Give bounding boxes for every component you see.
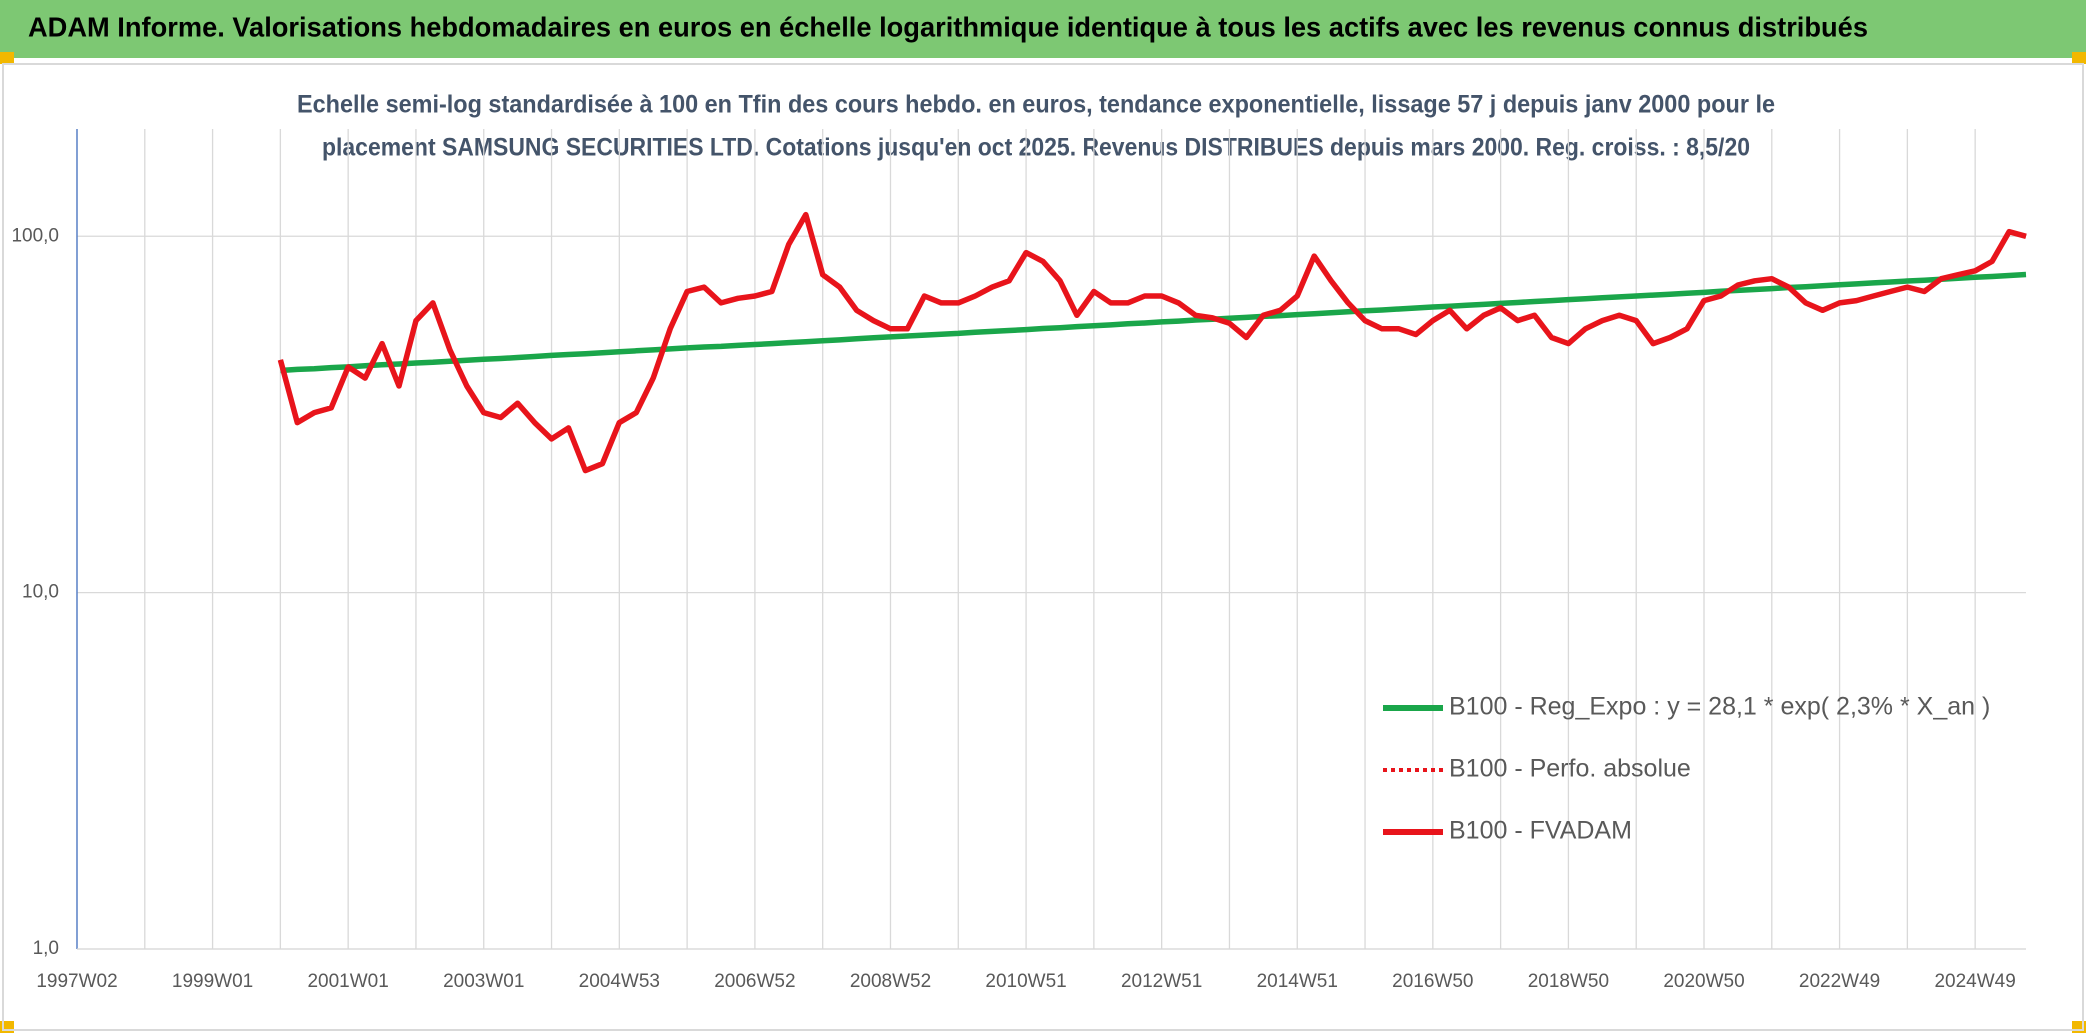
x-tick-label: 2006W52	[714, 971, 795, 992]
x-tick-label: 2016W50	[1392, 971, 1473, 992]
y-tick-label: 1,0	[33, 938, 59, 959]
series-line	[277, 211, 2027, 474]
series-line	[280, 271, 2027, 374]
x-tick-label: 2018W50	[1528, 971, 1609, 992]
x-tick-label: 2024W49	[1934, 971, 2015, 992]
x-tick-label: 2004W53	[579, 971, 660, 992]
x-tick-label: 2008W52	[850, 971, 931, 992]
legend: B100 - Reg_Expo : y = 28,1 * exp( 2,3% *…	[1383, 693, 1990, 845]
y-tick-label: 100,0	[11, 225, 59, 246]
x-tick-label: 2020W50	[1663, 971, 1744, 992]
x-tick-label: 2014W51	[1257, 971, 1338, 992]
x-tick-label: 2022W49	[1799, 971, 1880, 992]
chart-title: Echelle semi-log standardisée à 100 en T…	[297, 91, 1775, 119]
legend-label: B100 - Perfo. absolue	[1449, 755, 1691, 783]
x-tick-label: 1999W01	[172, 971, 253, 992]
x-tick-label: 2010W51	[985, 971, 1066, 992]
y-tick-label: 10,0	[22, 582, 59, 603]
x-tick-label: 2012W51	[1121, 971, 1202, 992]
x-tick-label: 2001W01	[307, 971, 388, 992]
header-band	[0, 0, 2086, 58]
grid: 1,0 10,0 100,0 1997W02 1999W01 2001W01 2003W01…	[11, 129, 2026, 992]
chart-title: placement SAMSUNG SECURITIES LTD. Cotati…	[322, 134, 1750, 162]
plot	[277, 211, 2027, 474]
legend-label: B100 - Reg_Expo : y = 28,1 * exp( 2,3% *…	[1449, 693, 1990, 721]
x-tick-label: 1997W02	[36, 971, 117, 992]
corner-mark	[2072, 52, 2086, 64]
x-tick-label: 2003W01	[443, 971, 524, 992]
header-title: ADAM Informe. Valorisations hebdomadaire…	[28, 11, 1868, 42]
chart-border	[2, 63, 2084, 1031]
corner-mark	[0, 52, 14, 64]
legend-label: B100 - FVADAM	[1449, 817, 1632, 845]
